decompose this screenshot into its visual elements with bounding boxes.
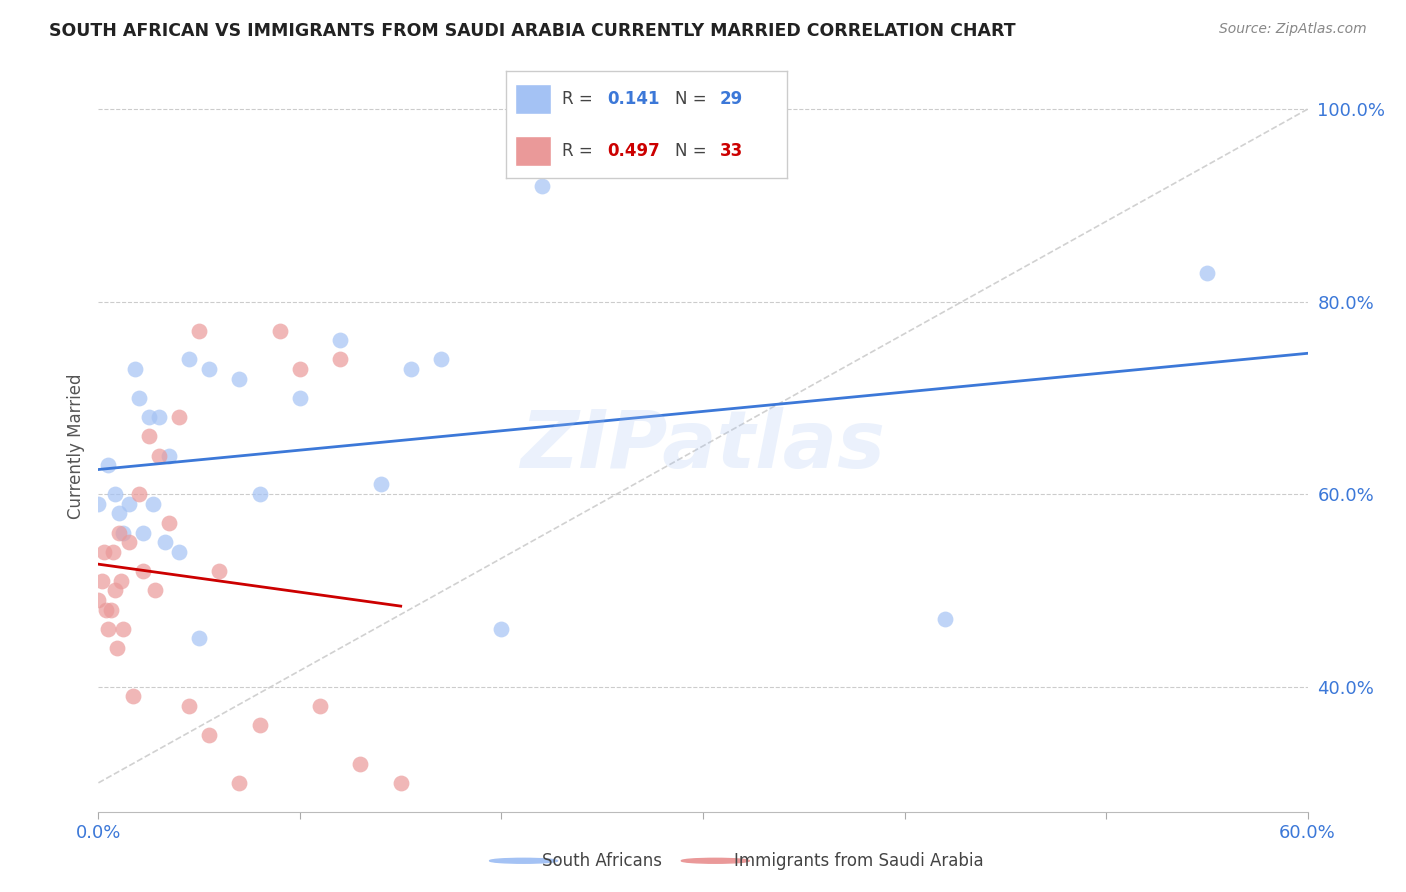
Point bbox=[87, 497, 110, 511]
Text: 29: 29 bbox=[720, 90, 744, 108]
Point bbox=[111, 622, 134, 636]
Point bbox=[249, 487, 271, 501]
Point bbox=[107, 525, 129, 540]
Point bbox=[97, 458, 120, 473]
Point bbox=[329, 333, 352, 347]
Text: R =: R = bbox=[562, 90, 599, 108]
Point bbox=[288, 362, 311, 376]
Point bbox=[208, 564, 231, 578]
Point bbox=[105, 641, 128, 656]
Text: South Africans: South Africans bbox=[543, 852, 662, 870]
Point bbox=[269, 324, 291, 338]
Point bbox=[100, 602, 122, 616]
Point bbox=[103, 583, 125, 598]
Point bbox=[179, 352, 201, 367]
Point bbox=[249, 718, 271, 732]
Point bbox=[107, 507, 129, 521]
Circle shape bbox=[489, 858, 558, 863]
Point bbox=[118, 497, 141, 511]
Point bbox=[309, 698, 332, 713]
Point bbox=[93, 545, 115, 559]
Point bbox=[128, 391, 150, 405]
Text: Source: ZipAtlas.com: Source: ZipAtlas.com bbox=[1219, 22, 1367, 37]
Point bbox=[349, 756, 371, 771]
Point bbox=[530, 179, 553, 194]
Point bbox=[491, 622, 513, 636]
Point bbox=[329, 352, 352, 367]
Point bbox=[97, 622, 120, 636]
Point bbox=[430, 352, 453, 367]
Point bbox=[389, 776, 412, 790]
Text: 0.497: 0.497 bbox=[607, 142, 661, 160]
Text: N =: N = bbox=[675, 90, 711, 108]
Point bbox=[110, 574, 132, 588]
Point bbox=[167, 545, 190, 559]
Text: SOUTH AFRICAN VS IMMIGRANTS FROM SAUDI ARABIA CURRENTLY MARRIED CORRELATION CHAR: SOUTH AFRICAN VS IMMIGRANTS FROM SAUDI A… bbox=[49, 22, 1015, 40]
Point bbox=[157, 449, 180, 463]
Text: N =: N = bbox=[675, 142, 711, 160]
Point bbox=[138, 410, 160, 425]
Point bbox=[111, 525, 134, 540]
Circle shape bbox=[682, 858, 749, 863]
Point bbox=[179, 698, 201, 713]
Text: ZIPatlas: ZIPatlas bbox=[520, 407, 886, 485]
Point bbox=[1195, 266, 1218, 280]
Point bbox=[198, 728, 221, 742]
Point bbox=[118, 535, 141, 549]
Text: Immigrants from Saudi Arabia: Immigrants from Saudi Arabia bbox=[734, 852, 984, 870]
Point bbox=[167, 410, 190, 425]
Point bbox=[103, 487, 125, 501]
Point bbox=[153, 535, 176, 549]
Text: 0.141: 0.141 bbox=[607, 90, 659, 108]
Point bbox=[138, 429, 160, 443]
Point bbox=[228, 371, 250, 385]
Point bbox=[121, 690, 143, 704]
Point bbox=[934, 612, 956, 626]
Point bbox=[148, 410, 170, 425]
Point bbox=[399, 362, 422, 376]
FancyBboxPatch shape bbox=[515, 136, 551, 166]
Point bbox=[148, 449, 170, 463]
Point bbox=[101, 545, 124, 559]
Point bbox=[132, 564, 155, 578]
Point bbox=[288, 391, 311, 405]
Point bbox=[91, 574, 114, 588]
Point bbox=[96, 602, 118, 616]
Point bbox=[198, 362, 221, 376]
Text: R =: R = bbox=[562, 142, 599, 160]
FancyBboxPatch shape bbox=[515, 84, 551, 114]
Point bbox=[132, 525, 155, 540]
Point bbox=[157, 516, 180, 530]
Point bbox=[143, 583, 166, 598]
Y-axis label: Currently Married: Currently Married bbox=[66, 373, 84, 519]
Point bbox=[142, 497, 165, 511]
Text: 33: 33 bbox=[720, 142, 744, 160]
Point bbox=[128, 487, 150, 501]
Point bbox=[370, 477, 392, 491]
Point bbox=[228, 776, 250, 790]
Point bbox=[87, 593, 110, 607]
Point bbox=[124, 362, 146, 376]
Point bbox=[188, 632, 211, 646]
Point bbox=[188, 324, 211, 338]
